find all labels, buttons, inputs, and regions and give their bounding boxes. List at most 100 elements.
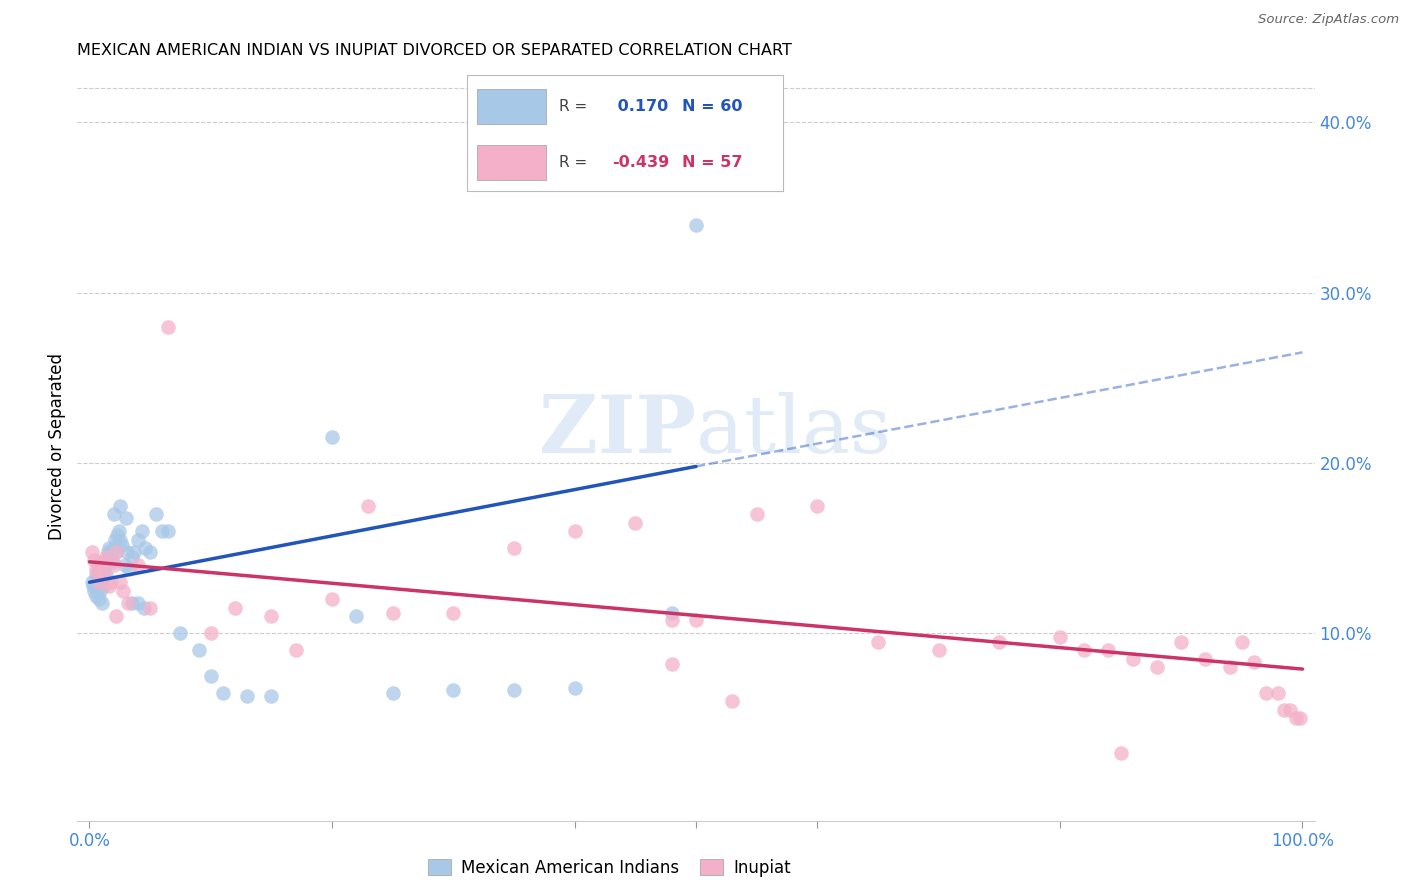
Point <box>121 596 143 610</box>
Point <box>90 555 112 569</box>
Point <box>661 613 683 627</box>
Point <box>89 558 111 573</box>
Point <box>134 541 156 556</box>
Point <box>115 544 138 558</box>
Point <box>89 570 111 584</box>
Point <box>89 592 111 607</box>
Point <box>86 575 108 590</box>
Point <box>1219 660 1241 674</box>
Point <box>1146 660 1168 674</box>
Point <box>344 609 367 624</box>
Point <box>661 606 683 620</box>
Point <box>127 533 149 547</box>
Point <box>93 561 115 575</box>
Point <box>157 319 180 334</box>
Point <box>94 555 117 569</box>
Point <box>1254 686 1277 700</box>
Point <box>1049 630 1071 644</box>
Text: MEXICAN AMERICAN INDIAN VS INUPIAT DIVORCED OR SEPARATED CORRELATION CHART: MEXICAN AMERICAN INDIAN VS INUPIAT DIVOR… <box>77 43 792 58</box>
Point <box>105 544 128 558</box>
Point <box>104 533 127 547</box>
Text: ZIP: ZIP <box>538 392 696 470</box>
Point <box>89 583 111 598</box>
Point <box>93 566 115 581</box>
Point <box>721 694 744 708</box>
Point <box>96 549 118 564</box>
Point <box>127 558 149 573</box>
Point <box>685 613 707 627</box>
Point <box>381 606 404 620</box>
Point <box>114 558 136 573</box>
Point <box>564 524 586 538</box>
Point <box>108 499 131 513</box>
Point <box>100 544 122 558</box>
Point <box>84 566 107 581</box>
Point <box>108 575 131 590</box>
Point <box>118 561 141 575</box>
Point <box>101 555 124 569</box>
Point <box>139 600 162 615</box>
Point <box>132 600 155 615</box>
Point <box>91 579 114 593</box>
Point <box>107 524 129 538</box>
Point <box>212 686 235 700</box>
Point <box>564 681 586 695</box>
Point <box>97 579 120 593</box>
Point <box>503 541 526 556</box>
Point <box>1109 746 1132 760</box>
Point <box>100 575 122 590</box>
Point <box>89 575 111 590</box>
Point <box>115 510 138 524</box>
Point <box>1073 643 1095 657</box>
Point <box>321 430 343 444</box>
Point <box>1289 711 1312 725</box>
Point <box>624 516 647 530</box>
Point <box>441 606 464 620</box>
Legend: Mexican American Indians, Inupiat: Mexican American Indians, Inupiat <box>422 852 797 883</box>
Point <box>928 643 950 657</box>
Point <box>83 553 105 567</box>
Point <box>321 592 343 607</box>
Point <box>866 635 889 649</box>
Point <box>84 589 107 603</box>
Point <box>103 558 125 573</box>
Point <box>83 583 105 598</box>
Point <box>1230 635 1253 649</box>
Point <box>105 544 128 558</box>
Point <box>90 575 112 590</box>
Point <box>90 596 112 610</box>
Point <box>150 524 173 538</box>
Point <box>87 566 110 581</box>
Point <box>260 609 283 624</box>
Text: atlas: atlas <box>696 392 891 470</box>
Point <box>806 499 828 513</box>
Point <box>121 549 143 564</box>
Point <box>157 524 180 538</box>
Point <box>105 527 128 541</box>
Point <box>200 669 222 683</box>
Point <box>200 626 222 640</box>
Point <box>187 643 209 657</box>
Point <box>98 549 121 564</box>
Y-axis label: Divorced or Separated: Divorced or Separated <box>48 352 66 540</box>
Point <box>87 558 110 573</box>
Point <box>441 682 464 697</box>
Point <box>103 507 125 521</box>
Point <box>1272 703 1295 717</box>
Point <box>1279 703 1302 717</box>
Point <box>1243 655 1265 669</box>
Point <box>1285 711 1308 725</box>
Point <box>503 682 526 697</box>
Point <box>117 596 139 610</box>
Point <box>103 541 125 556</box>
Point <box>224 600 246 615</box>
Point <box>108 533 131 547</box>
Point <box>236 690 259 704</box>
Point <box>124 544 146 558</box>
Point <box>1267 686 1289 700</box>
Point <box>80 544 103 558</box>
Point <box>82 579 104 593</box>
Point <box>169 626 191 640</box>
Point <box>381 686 404 700</box>
Point <box>131 524 153 538</box>
